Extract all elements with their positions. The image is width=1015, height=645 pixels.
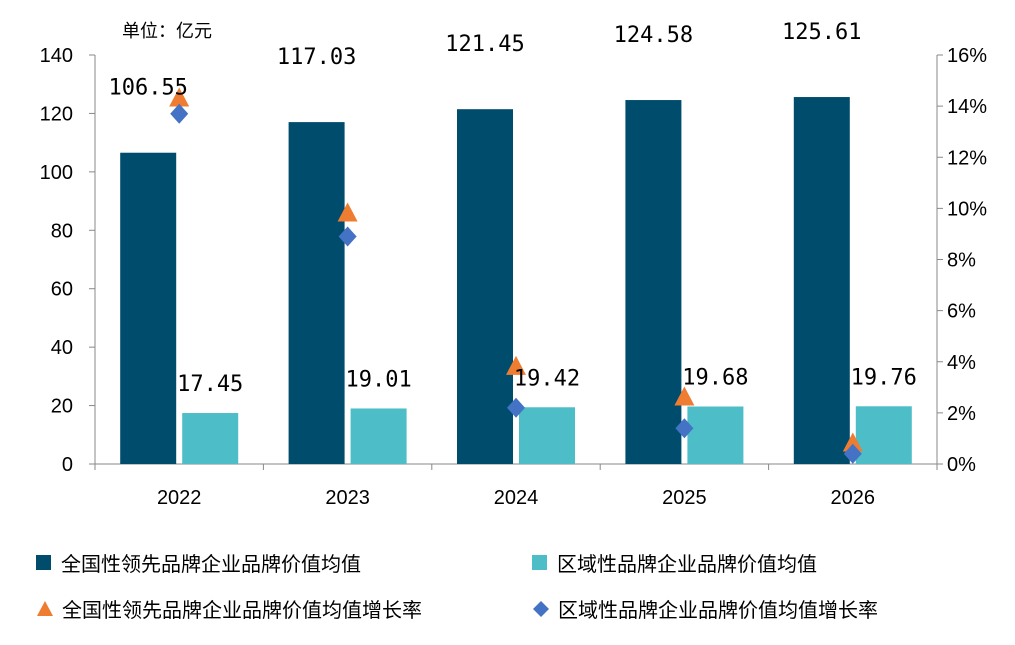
y-left-tick-label: 40: [51, 337, 73, 359]
growth-triangle-marker: [674, 386, 695, 406]
growth-triangle-marker: [337, 202, 358, 222]
y-right-tick-label: 10%: [947, 198, 987, 220]
data-label: 19.01: [345, 367, 411, 392]
bar: [625, 100, 682, 464]
data-label: 121.45: [445, 32, 524, 57]
y-right-tick-label: 8%: [947, 250, 976, 272]
x-tick-label: 2025: [662, 487, 707, 509]
growth-diamond-marker: [338, 226, 357, 247]
x-tick-label: 2026: [831, 487, 876, 509]
legend-swatch: [532, 555, 547, 570]
growth-diamond-marker: [170, 103, 189, 124]
legend-item-regional-growth: 区域性品牌企业品牌价值均值增长率: [532, 594, 878, 623]
data-label: 19.76: [851, 365, 917, 390]
chart-data-labels: 106.55 17.45 117.03 19.01 121.45 19.42 124.58 1…: [108, 20, 916, 397]
y-right-tick-label: 0%: [947, 454, 976, 476]
data-label: 124.58: [614, 23, 693, 48]
data-label: 17.45: [177, 372, 243, 397]
data-label: 106.55: [108, 76, 187, 101]
y-left-tick-label: 60: [51, 279, 73, 301]
bar: [350, 408, 407, 464]
y-right-tick-label: 2%: [947, 403, 976, 425]
x-tick-label: 2024: [494, 487, 539, 509]
legend-item-national-value: 全国性领先品牌企业品牌价值均值: [36, 548, 361, 577]
growth-triangle-marker: [169, 87, 190, 107]
legend-label: 区域性品牌企业品牌价值均值: [557, 552, 817, 576]
y-left-tick-label: 20: [51, 396, 73, 418]
growth-triangle-marker: [842, 432, 863, 452]
y-right-tick-label: 14%: [947, 96, 987, 118]
legend-label: 全国性领先品牌企业品牌价值均值: [61, 552, 361, 576]
data-label: 117.03: [277, 45, 356, 70]
y-left-tick-label: 80: [51, 220, 73, 242]
growth-diamond-marker: [507, 397, 525, 418]
growth-diamond-marker: [843, 443, 862, 464]
y-right-tick-label: 12%: [947, 147, 987, 169]
y-right-tick-label: 6%: [947, 301, 976, 323]
bar: [793, 97, 850, 464]
diamond-marker-icon: [533, 600, 549, 617]
bar: [288, 122, 345, 464]
y-left-tick-label: 140: [40, 45, 73, 67]
data-label: 19.68: [682, 366, 748, 391]
bar: [519, 407, 575, 464]
chart-axes: 0 20 40 60 80 100 120 140 0% 2% 4% 6% 8% 10% 12% 14% 16%…: [40, 45, 988, 509]
legend-item-regional-value: 区域性品牌企业品牌价值均值: [532, 548, 817, 577]
bar: [120, 152, 177, 464]
data-label: 19.42: [514, 366, 580, 391]
triangle-marker-icon: [37, 600, 53, 616]
y-left-tick-label: 100: [40, 162, 73, 184]
bar: [855, 406, 912, 464]
legend-swatch: [36, 555, 51, 570]
unit-label: 单位：亿元: [122, 21, 212, 42]
x-tick-label: 2023: [325, 487, 370, 509]
chart-markers: [169, 87, 863, 464]
data-label: 125.61: [782, 20, 861, 45]
growth-diamond-marker: [675, 418, 694, 439]
y-left-tick-label: 120: [40, 103, 73, 125]
legend-label: 全国性领先品牌企业品牌价值均值增长率: [62, 598, 422, 622]
legend-label: 区域性品牌企业品牌价值均值增长率: [558, 598, 878, 622]
legend: 全国性领先品牌企业品牌价值均值 区域性品牌企业品牌价值均值 全国性领先品牌企业品…: [0, 540, 1015, 640]
legend-item-national-growth: 全国性领先品牌企业品牌价值均值增长率: [36, 594, 422, 623]
growth-triangle-marker: [506, 355, 526, 375]
x-tick-label: 2022: [157, 487, 202, 509]
y-left-tick-label: 0: [62, 454, 73, 476]
y-right-tick-label: 4%: [947, 352, 976, 374]
bar: [687, 406, 744, 464]
bar: [182, 413, 239, 464]
bar: [457, 109, 513, 464]
chart-bars: [120, 97, 912, 464]
chart: 0 20 40 60 80 100 120 140 0% 2% 4% 6% 8% 10% 12% 14% 16%…: [40, 20, 988, 509]
y-right-tick-label: 16%: [947, 45, 987, 67]
